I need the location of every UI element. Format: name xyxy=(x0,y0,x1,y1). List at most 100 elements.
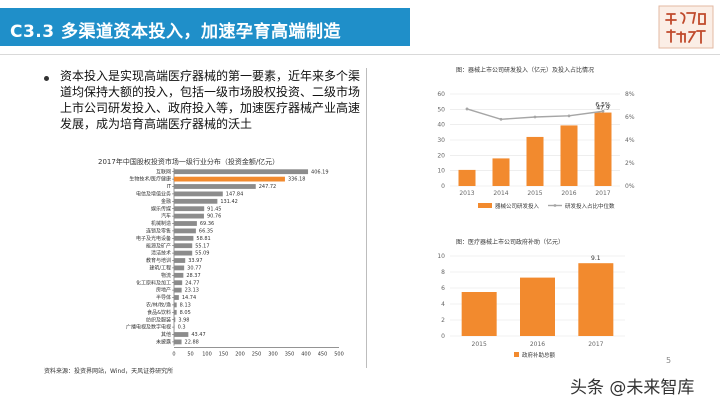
bullet-icon xyxy=(44,76,49,81)
x-tick-label: 2017 xyxy=(595,190,610,197)
bar xyxy=(578,263,614,336)
bar xyxy=(492,158,510,186)
bar xyxy=(174,221,197,226)
bar xyxy=(174,198,218,204)
category-label: 食品&饮料 xyxy=(147,309,171,316)
bar xyxy=(174,272,184,278)
category-label: 其他 xyxy=(161,331,171,338)
y-tick-label: 6 xyxy=(441,285,445,292)
value-label: 406.19 xyxy=(311,169,329,175)
category-label: 未披露 xyxy=(156,339,171,346)
category-label: 纺织及服装 xyxy=(146,316,171,323)
source-note: 资料来源：投资界网站，Wind，天风证券研究所 xyxy=(44,368,174,375)
bar xyxy=(174,317,176,323)
y-tick-label: 50 xyxy=(437,106,445,113)
bar xyxy=(520,277,555,336)
rd-investment-chart: 图：器械上市公司研发投入（亿元）及投入占比情况 0 10 20 30 40 50 60 0% 2%… xyxy=(437,66,635,210)
value-label: 55.09 xyxy=(195,251,209,257)
value-label: 69.36 xyxy=(200,221,214,227)
category-label: 半导体 xyxy=(156,294,171,301)
value-label: 91.45 xyxy=(207,206,221,212)
category-label: 电子及光电设备 xyxy=(136,235,171,242)
value-label: 55.17 xyxy=(195,243,209,249)
line-value-label: 6.5% xyxy=(595,101,611,108)
line-point xyxy=(533,115,537,119)
category-label: 能源及矿产 xyxy=(146,242,171,249)
y-tick-label: 40 xyxy=(437,122,445,129)
category-label: 汽车 xyxy=(161,213,171,220)
y2-tick-label: 4% xyxy=(625,137,635,144)
bar xyxy=(526,136,544,186)
bar xyxy=(174,309,177,315)
bullet-text: 资本投入是实现高端医疗器械的第一要素，近年来多个渠道均保持大额的投入，包括一级市… xyxy=(60,69,361,131)
government-subsidy-chart: 图：医疗器械上市公司政府补助（亿元） 0 2 4 6 8 10 2015 2016 2017 9.1… xyxy=(437,238,625,359)
bar xyxy=(174,250,193,256)
x-tick-label: 2017 xyxy=(588,341,603,348)
x-tick-label: 300 xyxy=(268,352,278,358)
x-tick-label: 2016 xyxy=(561,190,576,197)
x-tick-label: 400 xyxy=(301,352,311,358)
category-label: 教育与培训 xyxy=(146,257,171,264)
bar xyxy=(560,125,578,186)
category-label: 化工原料及加工 xyxy=(136,279,171,286)
brand-logo xyxy=(658,5,714,49)
legend-swatch xyxy=(514,352,519,357)
value-label: 8.13 xyxy=(180,303,191,309)
legend-label: 研发投入占比中位数 xyxy=(565,202,615,210)
y2-tick-label: 0% xyxy=(625,183,635,190)
category-label: 建筑/工程 xyxy=(149,265,171,272)
x-tick-label: 450 xyxy=(318,352,328,358)
bar xyxy=(174,228,196,234)
chart-title: 图：器械上市公司研发投入（亿元）及投入占比情况 xyxy=(456,66,594,74)
y-tick-label: 30 xyxy=(437,137,445,144)
legend-label: 政府补助总额 xyxy=(522,351,556,359)
chart-title: 图：医疗器械上市公司政府补助（亿元） xyxy=(456,238,564,246)
value-label: 28.37 xyxy=(186,273,200,279)
bar xyxy=(174,332,189,337)
bar xyxy=(174,295,179,300)
x-tick-label: 2015 xyxy=(472,341,487,348)
value-label: 33.97 xyxy=(188,258,202,264)
value-label: 247.72 xyxy=(259,184,277,190)
value-label: 23.13 xyxy=(185,288,199,294)
title-bar xyxy=(0,8,410,46)
bar-value-label: 9.1 xyxy=(591,255,601,262)
legend-swatch xyxy=(478,203,492,208)
bar-value-label: 47.9 xyxy=(596,105,610,112)
x-tick-label: 2013 xyxy=(459,190,474,197)
x-tick-label: 2015 xyxy=(527,190,542,197)
category-label: 娱乐传媒 xyxy=(151,205,171,212)
category-label: 广播电视及数字电视 xyxy=(126,324,171,331)
bar xyxy=(174,176,285,182)
value-label: 147.84 xyxy=(226,192,244,198)
y-tick-label: 20 xyxy=(437,152,445,159)
category-label: 电信及增值业务 xyxy=(136,191,171,198)
value-label: 22.88 xyxy=(185,340,199,346)
bar xyxy=(174,206,205,212)
category-label: 金融 xyxy=(161,198,171,205)
category-label: 机械制造 xyxy=(151,220,171,227)
line-point xyxy=(567,114,571,118)
y-tick-label: 10 xyxy=(437,253,445,260)
category-label: 清洁技术 xyxy=(151,250,171,257)
vertical-divider xyxy=(366,68,367,368)
x-tick-label: 250 xyxy=(252,352,262,358)
y2-tick-label: 8% xyxy=(625,91,635,98)
legend-marker xyxy=(553,204,557,207)
y-tick-label: 0 xyxy=(441,183,445,190)
line-point xyxy=(499,117,503,121)
category-label: 生物技术/医疗健康 xyxy=(129,176,171,183)
y-tick-label: 0 xyxy=(441,333,445,340)
y-tick-label: 10 xyxy=(437,168,445,175)
value-label: 43.47 xyxy=(191,332,205,338)
y-tick-label: 60 xyxy=(437,91,445,98)
y2-tick-label: 2% xyxy=(625,160,635,167)
header: C3.3 多渠道资本投入，加速孕育高端制造 xyxy=(0,0,720,52)
category-label: 农/林/牧/渔 xyxy=(146,302,171,309)
bar xyxy=(458,169,476,186)
bar xyxy=(174,287,182,293)
bar xyxy=(461,292,497,336)
x-tick-label: 50 xyxy=(187,352,193,358)
x-tick-label: 100 xyxy=(202,352,212,358)
